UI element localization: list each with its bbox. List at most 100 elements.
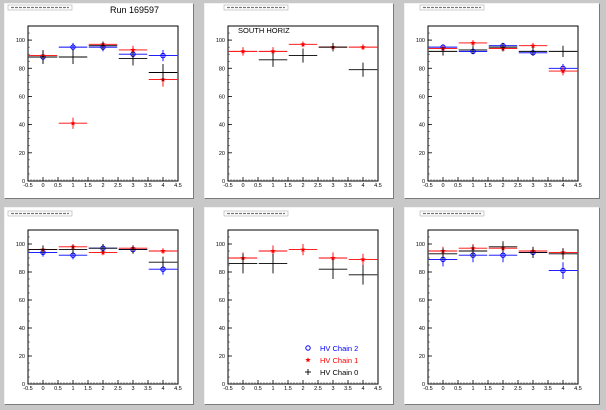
x-tick-label: 2.5 xyxy=(514,183,522,189)
x-tick-label: 0.5 xyxy=(454,386,462,392)
y-tick-label: 60 xyxy=(419,94,425,100)
x-tick-label: -0.5 xyxy=(23,386,32,392)
x-tick-label: 2 xyxy=(501,386,504,392)
y-tick-label: 40 xyxy=(19,326,25,332)
y-tick-label: 20 xyxy=(19,354,25,360)
data-point xyxy=(288,244,318,256)
x-tick-label: 3.5 xyxy=(344,386,352,392)
data-point xyxy=(58,117,88,129)
y-tick-label: 0 xyxy=(22,179,25,185)
marker-star-1-4 xyxy=(560,68,566,74)
y-tick-label: 100 xyxy=(16,242,25,248)
data-point xyxy=(118,51,148,66)
marker-circle-0-1 xyxy=(70,44,76,50)
y-tick-label: 100 xyxy=(416,38,425,44)
data-point xyxy=(548,262,578,279)
data-point xyxy=(488,241,518,253)
marker-star-1-3 xyxy=(530,42,536,48)
y-tick-label: 80 xyxy=(219,270,225,276)
x-tick-label: 0 xyxy=(441,183,444,189)
x-tick-label: -0.5 xyxy=(423,386,432,392)
y-tick-label: 60 xyxy=(19,94,25,100)
y-tick-label: 60 xyxy=(419,298,425,304)
y-tick-label: 40 xyxy=(419,123,425,129)
marker-star-1-1 xyxy=(70,120,76,126)
marker-circle-0-4 xyxy=(160,52,166,59)
x-tick-label: 2.5 xyxy=(314,183,322,189)
marker-star-0-1 xyxy=(270,48,276,54)
data-point xyxy=(58,245,88,254)
legend-entry: HV Chain 1 xyxy=(305,356,358,365)
marker-circle-0-2 xyxy=(500,252,506,258)
x-tick-label: 4.5 xyxy=(574,183,582,189)
x-tick-label: 3.5 xyxy=(144,183,152,189)
x-tick-label: 2.5 xyxy=(514,386,522,392)
data-point xyxy=(548,248,578,260)
marker-star-0-2 xyxy=(300,246,306,252)
x-tick-label: 3.5 xyxy=(544,183,552,189)
y-tick-label: 80 xyxy=(219,66,225,72)
data-point xyxy=(58,49,88,65)
y-tick-label: 0 xyxy=(222,382,225,388)
x-tick-label: 0.5 xyxy=(54,183,62,189)
data-point xyxy=(318,42,348,52)
marker-star-0-3 xyxy=(330,255,336,261)
data-point xyxy=(318,259,348,279)
data-point xyxy=(258,52,288,67)
x-tick-label: 0 xyxy=(41,183,44,189)
data-point xyxy=(428,248,458,260)
x-tick-label: 0.5 xyxy=(254,386,262,392)
x-tick-label: 2 xyxy=(101,183,104,189)
x-tick-label: 1.5 xyxy=(484,183,492,189)
x-tick-label: 4 xyxy=(161,386,164,392)
y-tick-label: 20 xyxy=(219,354,225,360)
x-tick-label: 3 xyxy=(331,386,334,392)
y-tick-label: 40 xyxy=(19,123,25,129)
y-tick-label: 100 xyxy=(416,242,425,248)
x-tick-label: 1 xyxy=(71,386,74,392)
x-tick-label: 4.5 xyxy=(174,386,182,392)
y-tick-label: 0 xyxy=(22,382,25,388)
x-tick-label: 3 xyxy=(131,386,134,392)
marker-circle-leg0 xyxy=(305,345,311,351)
x-tick-label: 3 xyxy=(531,386,534,392)
data-point xyxy=(148,64,178,81)
y-tick-label: 0 xyxy=(422,179,425,185)
x-tick-label: 4 xyxy=(161,183,164,189)
x-tick-label: 0 xyxy=(241,386,244,392)
data-point xyxy=(348,62,378,77)
x-tick-label: 4.5 xyxy=(374,183,382,189)
x-tick-label: 3.5 xyxy=(144,386,152,392)
data-point xyxy=(548,45,578,57)
x-tick-label: 1 xyxy=(71,183,74,189)
x-tick-label: 0 xyxy=(441,386,444,392)
plot-2: -0.5 0 0.5 1 1.5 2 2.5 3 3.5 4 4.5020406080100SOUT… xyxy=(216,4,382,189)
marker-circle-0-4 xyxy=(560,267,566,274)
x-tick-label: -0.5 xyxy=(23,183,32,189)
marker-star-0-0 xyxy=(240,48,246,54)
data-point xyxy=(458,245,488,257)
data-point xyxy=(228,253,258,274)
data-point xyxy=(288,41,318,48)
x-tick-label: -0.5 xyxy=(223,386,232,392)
marker-star-1-1 xyxy=(470,40,476,46)
data-point xyxy=(88,41,118,50)
y-tick-label: 40 xyxy=(219,326,225,332)
data-point xyxy=(518,246,548,258)
pad-5 xyxy=(204,207,394,405)
x-tick-label: 1 xyxy=(271,386,274,392)
y-tick-label: 0 xyxy=(422,382,425,388)
x-tick-label: 2 xyxy=(501,183,504,189)
pad-3 xyxy=(404,3,600,199)
data-point xyxy=(288,48,318,63)
data-point xyxy=(118,245,148,254)
x-tick-label: 3 xyxy=(531,183,534,189)
x-tick-label: 4 xyxy=(561,183,564,189)
y-tick-label: 100 xyxy=(216,38,225,44)
marker-star-1-3 xyxy=(130,47,136,53)
marker-star-0-1 xyxy=(270,248,276,254)
